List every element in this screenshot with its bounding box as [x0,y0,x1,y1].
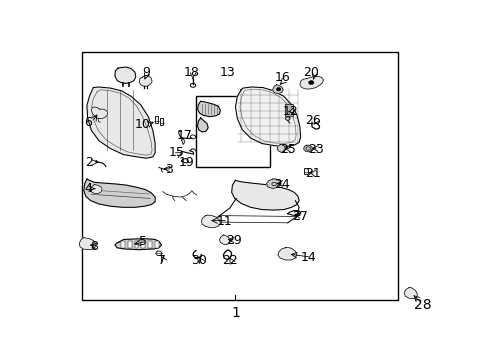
Polygon shape [303,145,311,152]
Text: 18: 18 [183,66,200,79]
Text: 23: 23 [307,143,323,156]
Text: 2: 2 [85,157,93,170]
Polygon shape [231,180,299,210]
Bar [121,240,124,248]
Bar [195,96,269,167]
Bar [141,240,145,248]
Polygon shape [277,144,285,152]
Text: 8: 8 [90,240,98,253]
Text: 29: 29 [225,234,241,247]
Text: 25: 25 [280,143,296,156]
Polygon shape [197,118,208,132]
Polygon shape [277,247,296,260]
Text: 14: 14 [300,251,315,264]
Text: 11: 11 [216,215,231,228]
Polygon shape [115,67,136,84]
Polygon shape [84,179,155,207]
Bar [127,240,131,248]
Text: 3: 3 [165,163,173,176]
Text: 4: 4 [84,182,92,195]
Bar [148,240,152,248]
Polygon shape [299,76,323,89]
Polygon shape [87,87,155,158]
Polygon shape [266,179,280,188]
Text: 6: 6 [84,116,92,129]
Circle shape [276,87,280,91]
Text: 24: 24 [273,177,289,190]
Text: 9: 9 [142,66,150,79]
Text: 20: 20 [303,66,319,79]
Text: 16: 16 [274,71,290,84]
Bar [134,240,138,248]
Text: 19: 19 [178,157,194,170]
Bar [155,116,158,123]
Text: 21: 21 [305,167,320,180]
Polygon shape [219,235,229,244]
Text: 12: 12 [282,105,298,118]
Polygon shape [79,238,95,250]
Text: 28: 28 [413,298,431,312]
Polygon shape [272,85,283,94]
Text: 17: 17 [176,129,192,142]
Bar [304,168,307,174]
Polygon shape [90,185,102,193]
Polygon shape [201,215,220,228]
Text: 26: 26 [305,114,320,127]
Text: 27: 27 [291,210,307,223]
Text: 15: 15 [168,147,184,159]
Text: 22: 22 [222,254,237,267]
Bar [155,240,159,248]
Polygon shape [115,239,161,250]
Text: 10: 10 [134,118,150,131]
Polygon shape [197,102,220,117]
Text: 13: 13 [220,66,235,79]
Polygon shape [403,288,416,299]
Polygon shape [139,76,152,86]
Bar [82,51,398,300]
Text: 1: 1 [230,306,240,320]
Polygon shape [235,87,300,146]
Bar [284,104,292,116]
Text: 30: 30 [191,254,207,267]
Circle shape [308,81,313,85]
Text: 7: 7 [157,254,165,267]
Polygon shape [91,107,107,118]
Bar [160,118,163,125]
Text: 5: 5 [138,235,146,248]
